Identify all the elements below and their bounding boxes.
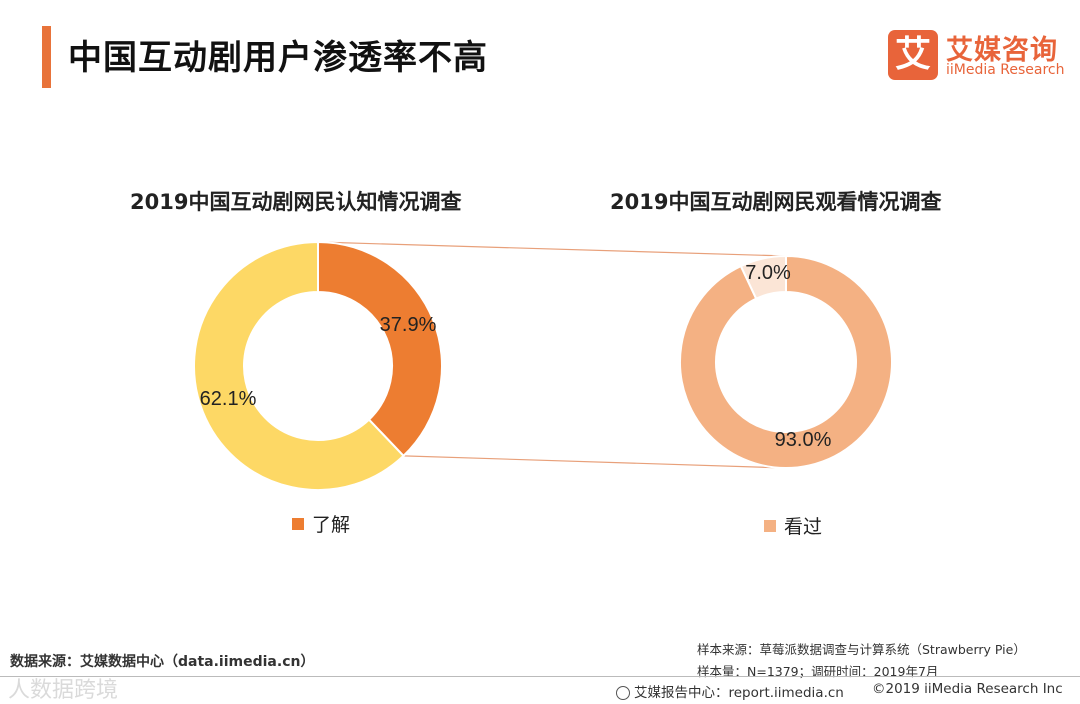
chart-title-awareness: 2019中国互动剧网民认知情况调查 [130, 190, 462, 214]
copyright: ©2019 iiMedia Research Inc [872, 681, 1063, 697]
watermark-text: 人数据 [8, 678, 75, 703]
donut-slice [317, 240, 443, 458]
globe-icon [616, 686, 630, 700]
data-label: 37.9% [380, 314, 437, 336]
legend-item-viewing: 看过 [764, 512, 822, 539]
iimedia-logo: 艾 艾媒咨询 iiMedia Research [888, 30, 1068, 86]
legend-swatch-viewing [764, 519, 776, 532]
connector-line [403, 455, 787, 469]
legend-label-viewing: 看过 [784, 516, 823, 538]
report-center: 艾媒报告中心：report.iimedia.cn [616, 681, 844, 701]
logo-name-en: iiMedia Research [946, 62, 1065, 78]
watermark-extra: 跨境 [74, 678, 119, 703]
report-center-text: 艾媒报告中心：report.iimedia.cn [634, 685, 844, 701]
legend-swatch-awareness [292, 517, 304, 530]
sample-info: 样本量：N=1379；调研时间：2019年7月 [697, 664, 939, 679]
data-label: 7.0% [745, 262, 791, 284]
watermark: 人数据跨境 [8, 672, 118, 704]
donut-slice [679, 254, 893, 469]
legend-item-awareness: 了解 [292, 510, 350, 537]
donut-slice [193, 240, 405, 491]
title-accent-bar [42, 26, 51, 88]
footer-divider [0, 676, 1080, 677]
data-label: 93.0% [775, 429, 832, 451]
data-source: 数据来源：艾媒数据中心（data.iimedia.cn） [10, 654, 315, 670]
donut-slice [739, 254, 787, 300]
logo-name-cn: 艾媒咨询 [946, 35, 1058, 66]
page-title: 中国互动剧用户渗透率不高 [68, 38, 488, 78]
chart-title-viewing: 2019中国互动剧网民观看情况调查 [610, 190, 942, 214]
legend-label-awareness: 了解 [312, 514, 351, 536]
sample-source: 样本来源：草莓派数据调查与计算系统（Strawberry Pie） [697, 642, 1026, 657]
data-label: 62.1% [200, 388, 257, 410]
logo-mark-icon: 艾 [888, 30, 938, 80]
connector-line [317, 241, 787, 257]
